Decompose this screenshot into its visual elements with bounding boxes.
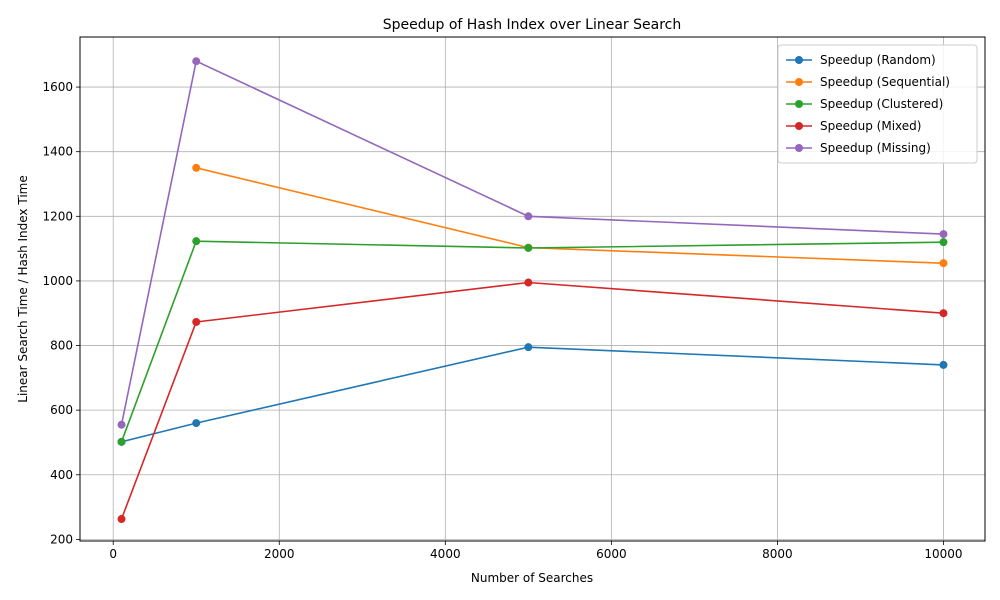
y-tick-label: 1600 (42, 80, 73, 94)
series-line (120, 281, 944, 520)
data-point (524, 343, 533, 352)
y-tick-label: 200 (50, 532, 73, 546)
legend-item: Speedup (Random) (786, 53, 936, 67)
data-point (939, 238, 948, 247)
data-point (524, 243, 533, 252)
x-tick-label: 8000 (762, 547, 793, 561)
series-line (120, 240, 944, 443)
x-axis-title: Number of Searches (471, 571, 593, 585)
series (117, 57, 948, 429)
data-point (192, 419, 201, 428)
y-tick-label: 1400 (42, 145, 73, 159)
y-tick-label: 400 (50, 468, 73, 482)
data-point (939, 309, 948, 318)
gridlines (80, 37, 985, 541)
legend-item: Speedup (Sequential) (786, 75, 950, 89)
legend-swatch-marker (795, 56, 803, 64)
legend: Speedup (Random) Speedup (Sequential) Spee… (777, 44, 978, 164)
legend-box (777, 44, 978, 164)
legend-swatch-marker (795, 78, 803, 86)
data-point (524, 212, 533, 221)
data-point (939, 360, 948, 369)
series-line (120, 60, 944, 425)
legend-swatch-marker (795, 144, 803, 152)
legend-item: Speedup (Clustered) (786, 97, 943, 111)
x-tick-label: 6000 (596, 547, 627, 561)
y-axis: 200 400 600 800 1000 1200 1400 1600 (42, 80, 80, 546)
legend-label: Speedup (Sequential) (820, 75, 950, 89)
y-tick-label: 800 (50, 339, 73, 353)
data-point (192, 317, 201, 326)
y-axis-title: Linear Search Time / Hash Index Time (16, 175, 30, 402)
legend-swatch-marker (795, 122, 803, 130)
data-point (117, 420, 126, 429)
legend-label: Speedup (Clustered) (820, 97, 943, 111)
x-tick-label: 0 (109, 547, 117, 561)
series-layer (117, 57, 948, 524)
series (117, 237, 948, 446)
x-axis: 0 2000 4000 6000 8000 10000 (109, 541, 963, 561)
legend-label: Speedup (Random) (820, 53, 936, 67)
x-tick-label: 4000 (430, 547, 461, 561)
data-point (192, 163, 201, 172)
data-point (192, 237, 201, 246)
legend-item: Speedup (Mixed) (786, 119, 921, 133)
data-point (524, 278, 533, 287)
data-point (117, 515, 126, 524)
plot-frame (79, 36, 986, 542)
chart-title: Speedup of Hash Index over Linear Search (383, 17, 681, 33)
y-tick-label: 600 (50, 403, 73, 417)
x-tick-label: 2000 (264, 547, 295, 561)
legend-swatch-marker (795, 100, 803, 108)
data-point (192, 57, 201, 66)
legend-item: Speedup (Missing) (786, 141, 931, 155)
series (117, 278, 948, 524)
data-point (117, 437, 126, 446)
data-point (939, 259, 948, 268)
legend-label: Speedup (Mixed) (820, 119, 921, 133)
y-tick-label: 1200 (42, 209, 73, 223)
series-line (121, 346, 944, 443)
legend-label: Speedup (Missing) (820, 141, 931, 155)
y-tick-label: 1000 (42, 274, 73, 288)
data-point (939, 230, 948, 239)
x-tick-label: 10000 (924, 547, 962, 561)
